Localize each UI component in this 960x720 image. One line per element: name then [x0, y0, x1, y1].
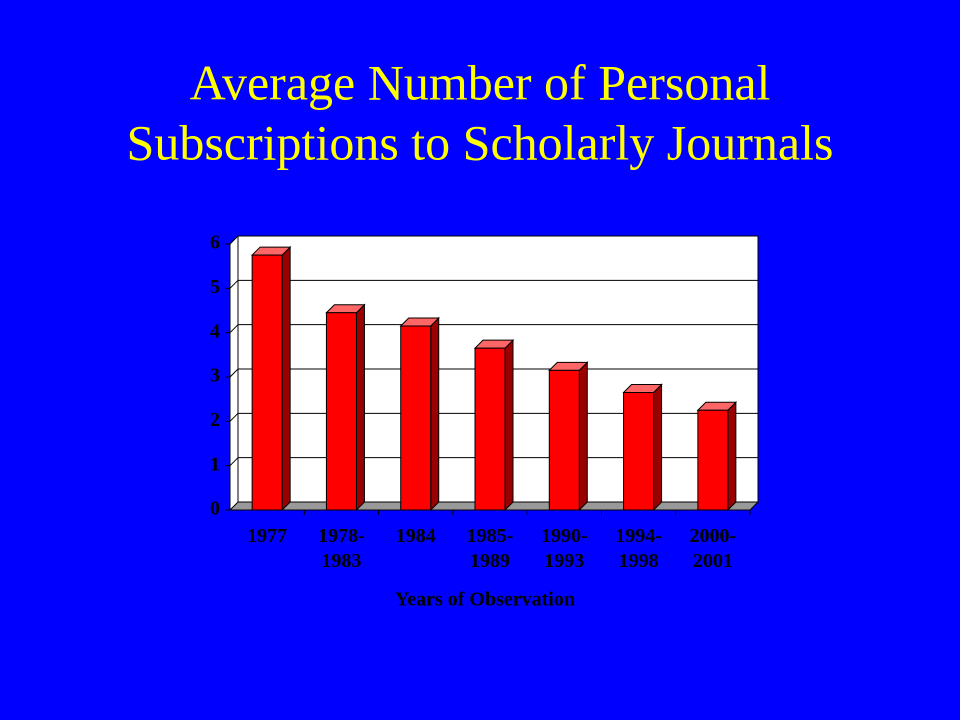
y-tick-label: 5	[210, 276, 220, 298]
bar-front	[474, 347, 506, 511]
bar-side	[727, 401, 737, 512]
grid-line	[229, 324, 239, 334]
bar-side	[281, 245, 291, 512]
x-axis-label: Years of Observation	[395, 589, 575, 611]
bar	[399, 316, 440, 512]
x-tick-label: 1990-1993	[541, 525, 588, 572]
bar	[250, 245, 292, 512]
bar-side	[430, 316, 440, 512]
y-tick-label: 2	[210, 409, 220, 431]
bar-front	[325, 312, 357, 511]
grid-line	[229, 368, 239, 378]
x-tick-label: 1977	[247, 525, 287, 547]
y-tick-label: 6	[210, 232, 220, 254]
x-tick-label: 1985-1989	[467, 525, 514, 572]
x-tick-label: 2000-2001	[690, 525, 737, 572]
y-tick-label: 1	[210, 453, 220, 475]
chart-title: Subscriptions to Scholarly Journals	[127, 114, 834, 170]
bar-front	[251, 254, 283, 511]
bar-front	[400, 325, 432, 511]
x-tick-label: 1978-1983	[318, 525, 365, 572]
bar-side	[355, 303, 365, 512]
bar-side	[578, 361, 588, 512]
bar	[622, 383, 663, 512]
bar	[696, 401, 738, 512]
grid-line	[229, 412, 239, 422]
bar	[548, 361, 589, 512]
bar-front	[548, 369, 580, 511]
grid-line	[229, 457, 239, 467]
y-tick-label: 4	[210, 320, 220, 342]
bar-side	[504, 338, 514, 512]
grid-line	[229, 279, 239, 289]
y-tick-label: 3	[210, 365, 220, 387]
bar-front	[623, 392, 655, 511]
x-tick-label: 1994-1998	[615, 525, 662, 572]
grid-line	[229, 235, 239, 245]
chart-title: Average Number of Personal	[190, 54, 771, 110]
x-tick-label: 1984	[396, 525, 436, 547]
y-tick-label: 0	[210, 498, 220, 520]
bar-side	[653, 383, 663, 512]
bar-front	[697, 409, 729, 511]
bar	[325, 303, 366, 512]
bar	[473, 338, 515, 512]
